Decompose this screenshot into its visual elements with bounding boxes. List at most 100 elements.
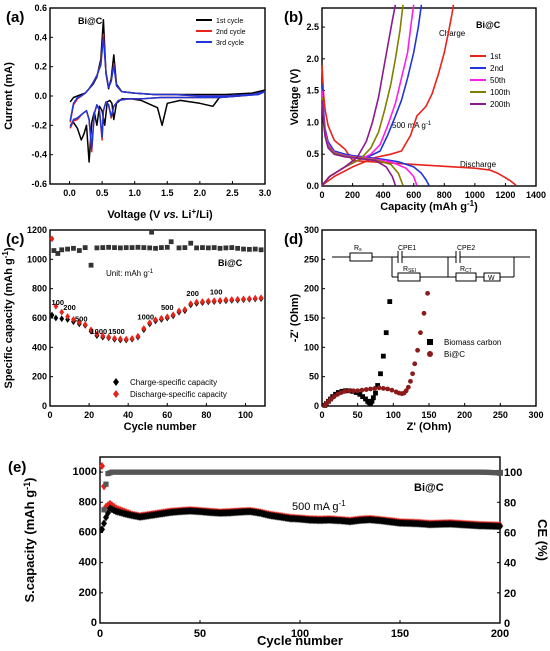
data-point [101,507,107,513]
y2-tick-label: 60 [504,527,516,539]
data-point [112,245,117,250]
legend-entry-swatch [427,351,433,357]
panel-d-legend: Biomass carbon Bi@C [427,338,501,359]
panel-d-ticks: 0 50 100 150 200 250 300 0 50 100 150 200 250 300 [304,225,544,420]
panel-c-annotation-unit: Unit: mAh g-1 [106,269,154,278]
data-point [412,361,418,367]
panel-c-points [49,229,264,344]
discharge-curve [321,96,404,186]
panel-b-ticks: 0 200 400 600 800 1000 1200 1400 0.0 0.5 1.0 1.5 2.0… [306,22,546,200]
data-point [141,245,147,250]
x-tick-label: 1400 [526,190,546,200]
data-point [211,245,217,250]
panel-b-annotation-bic: Bi@C [476,20,501,30]
data-point [51,248,57,253]
data-point [141,325,147,332]
data-point [88,262,94,268]
y-tick-label: 600 [32,313,47,323]
data-point [363,387,369,392]
data-point [123,245,129,250]
legend-entry-label: 2nd cycle [216,29,246,36]
y-tick-label: 300 [304,225,319,235]
legend-entry-label: Discharge-specific capacity [130,390,227,399]
data-point [53,314,59,322]
data-point [82,321,88,328]
legend-entry-label: 100th [490,88,510,97]
data-point [342,388,348,394]
data-point [385,386,391,392]
data-point [59,247,65,253]
cv-curve [69,18,266,163]
y-tick-label: 0.0 [306,181,319,191]
data-point [383,330,389,336]
x-tick-label: 1000 [465,190,485,200]
data-point [159,245,164,250]
panel-b: (b) Bi@C Charge Discharge 500 mA g-1 Vol… [284,4,546,213]
data-point [101,519,107,528]
rate-label: 500 [161,303,174,312]
data-point [170,311,176,319]
data-point [405,384,411,390]
x-tick-label: 0 [319,410,324,420]
panel-d-xlabel: Z' (Ohm) [407,421,452,433]
data-point [135,244,141,250]
cv-curve [69,33,266,153]
legend-entry-label: 3rd cycle [216,40,244,47]
y-tick-label: 200 [32,372,47,382]
rate-label: 1000 [137,312,154,321]
panel-b-letter: (b) [284,9,303,26]
data-point [53,302,59,310]
data-point [335,391,341,397]
data-point [176,307,182,315]
x-tick-label: 50 [353,410,363,420]
panel-e-letter: (e) [8,459,26,476]
panel-e-annotation-rate: 500 mA g-1 [292,499,346,513]
legend-entry-label: 50th [490,76,506,85]
rate-label: 500 [75,315,88,324]
x-tick-label: 2.0 [194,188,207,198]
x-tick-label: 0 [97,628,103,640]
data-point [425,290,430,296]
data-point [360,394,366,400]
y2-tick-label: 0 [504,618,510,630]
data-point [106,244,112,250]
discharge-curve [321,84,430,186]
circuit-label-rsei: RSEI [403,266,416,274]
data-point [103,481,109,487]
data-point [375,383,381,388]
y-tick-label: 100 [304,342,319,352]
data-point [153,316,158,324]
panel-e-xlabel: Cycle number [257,633,343,648]
data-point [49,235,55,243]
panel-d-frame [321,229,537,407]
data-point [135,332,141,340]
x-tick-label: 60 [162,410,172,420]
data-point [415,347,420,353]
x-tick-label: 2.5 [226,188,239,198]
legend-entry-label: 2nd [490,64,503,73]
data-point [182,306,188,313]
charge-curve [321,4,455,187]
data-point [211,297,217,305]
panel-e: (e) Bi@C 500 mA g-1 S.capacity (mAh g-1)… [8,456,550,648]
panel-b-lines [321,4,517,187]
data-point [217,245,223,251]
y-tick-label: 0.0 [34,91,47,101]
data-point [147,245,153,251]
data-point [71,245,76,251]
rate-label: 200 [186,289,199,298]
data-point [252,246,258,252]
y-tick-label: 1.5 [306,86,319,96]
data-point [76,319,82,326]
data-point [153,245,158,251]
data-point [82,245,88,250]
data-point [355,388,361,394]
panel-e-annotation-bic: Bi@C [414,482,444,494]
y-tick-label: 1000 [73,466,97,478]
rate-label: 1000 [91,327,108,336]
y-tick-label: 800 [32,284,47,294]
y-tick-label: 250 [304,254,319,264]
data-point [246,246,252,252]
x-tick-label: 250 [493,410,508,420]
